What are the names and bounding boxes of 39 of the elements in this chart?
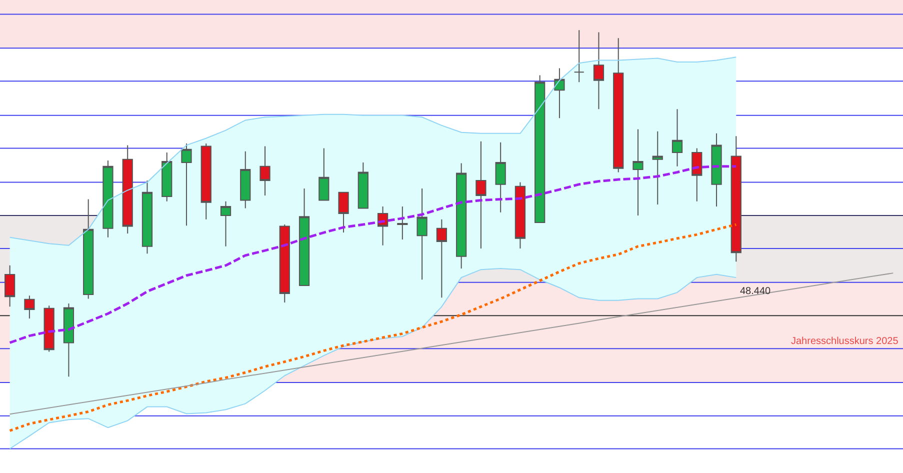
candlestick: [358, 162, 368, 209]
candlestick: [240, 150, 251, 209]
candlestick: [672, 108, 683, 167]
ref-line-label: Jahresschlusskurs 2025: [791, 336, 899, 347]
candlestick: [397, 206, 408, 240]
candlestick: [574, 30, 584, 83]
candlestick: [102, 160, 114, 238]
candlestick: [534, 74, 546, 223]
candlestick: [122, 144, 133, 234]
candlestick: [514, 182, 526, 249]
candlestick: [593, 32, 604, 110]
candlestick: [476, 140, 486, 249]
candlestick: [220, 200, 232, 247]
candlestick: [162, 152, 172, 202]
candlestick: [200, 142, 212, 220]
candlestick: [652, 130, 663, 205]
candlestick: [142, 180, 153, 254]
candlestick: [83, 198, 94, 300]
candlestick: [613, 38, 624, 173]
candlestick: [416, 188, 428, 280]
candlestick: [44, 305, 54, 352]
candlestick: [24, 295, 35, 319]
candlestick: [436, 218, 447, 298]
candlestick: [554, 68, 565, 119]
candlestick: [260, 146, 270, 196]
candlestick: [63, 303, 74, 378]
candlestick: [279, 224, 290, 304]
candlestick: [456, 162, 467, 270]
annotation: 48.440: [740, 286, 772, 297]
candlestick: [495, 142, 506, 213]
candlestick: [298, 188, 310, 286]
candlestick: [632, 128, 644, 216]
candlestick: [730, 136, 742, 262]
candlestick: [692, 148, 702, 202]
candlestick: [181, 142, 192, 226]
candlestick: [711, 132, 722, 208]
candlestick: [318, 148, 330, 201]
candlestick: [338, 192, 349, 234]
candlestick: [4, 264, 16, 308]
